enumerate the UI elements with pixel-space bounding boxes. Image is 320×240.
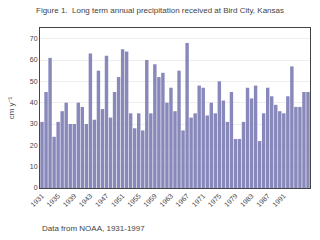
svg-text:30: 30: [30, 120, 38, 127]
svg-text:Figure 1. Long term annual pr: Figure 1. Long term annual precipitation…: [36, 6, 284, 15]
svg-text:40: 40: [30, 99, 38, 106]
svg-text:1959: 1959: [142, 192, 158, 208]
svg-text:70: 70: [30, 35, 38, 42]
svg-text:1947: 1947: [94, 192, 110, 208]
svg-text:1987: 1987: [255, 192, 271, 208]
svg-text:1955: 1955: [126, 192, 142, 208]
svg-text:1963: 1963: [158, 192, 174, 208]
svg-text:1971: 1971: [190, 192, 206, 208]
svg-text:cm y⁻¹: cm y⁻¹: [7, 96, 16, 119]
svg-text:1943: 1943: [78, 192, 94, 208]
svg-text:1975: 1975: [207, 192, 223, 208]
svg-text:10: 10: [30, 163, 38, 170]
svg-text:1983: 1983: [239, 192, 255, 208]
svg-text:50: 50: [30, 78, 38, 85]
svg-text:20: 20: [30, 142, 38, 149]
svg-text:0: 0: [34, 184, 38, 191]
svg-text:60: 60: [30, 56, 38, 63]
svg-text:1935: 1935: [45, 192, 61, 208]
svg-text:1931: 1931: [29, 192, 45, 208]
svg-text:1951: 1951: [110, 192, 126, 208]
svg-text:1939: 1939: [61, 192, 77, 208]
svg-text:1967: 1967: [174, 192, 190, 208]
svg-text:1991: 1991: [271, 192, 287, 208]
svg-text:1979: 1979: [223, 192, 239, 208]
svg-text:Data from NOAA, 1931-1997: Data from NOAA, 1931-1997: [42, 224, 145, 233]
